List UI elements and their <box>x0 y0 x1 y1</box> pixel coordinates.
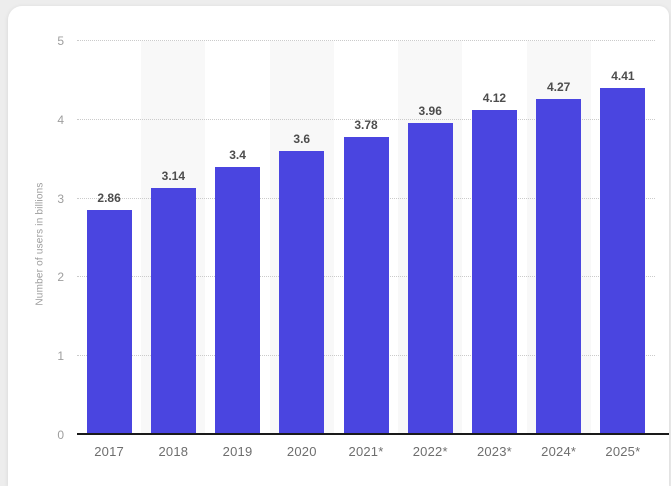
gridline <box>77 118 655 120</box>
x-tick-label: 2019 <box>222 444 253 459</box>
bar-value-label: 3.96 <box>418 103 442 118</box>
bar-value-label: 2.86 <box>97 190 121 205</box>
x-tick-label: 2020 <box>286 444 317 459</box>
bar-2019[interactable] <box>215 167 261 435</box>
y-tick-label: 4 <box>57 112 64 127</box>
y-axis: 0 1 2 3 4 5 <box>8 34 64 442</box>
bar-value-label: 3.6 <box>293 132 311 147</box>
bar-value-label: 3.78 <box>354 118 378 133</box>
x-tick-label: 2023* <box>476 444 512 459</box>
bar-value-label: 4.27 <box>546 79 571 94</box>
bar-value-label: 4.12 <box>482 91 507 106</box>
bar-value-label: 3.4 <box>229 148 246 163</box>
bar-value-label: 4.41 <box>611 68 635 83</box>
bar-2022*[interactable] <box>407 122 453 435</box>
bar-2020[interactable] <box>279 151 325 435</box>
y-tick-label: 1 <box>57 349 64 364</box>
x-axis-line <box>77 433 669 435</box>
bar-2021*[interactable] <box>343 137 389 435</box>
x-tick-label: 2021* <box>348 444 384 459</box>
x-tick-label: 2017 <box>94 444 124 459</box>
x-axis: 2017 2018 2019 2020 2021* 2022* 2023* 2024* 2025… <box>77 444 655 464</box>
y-tick-label: 2 <box>57 270 64 285</box>
bar-2018[interactable] <box>150 187 196 435</box>
x-tick-label: 2018 <box>158 444 189 459</box>
y-tick-label: 3 <box>57 191 64 206</box>
bar-2017[interactable] <box>86 209 132 435</box>
y-tick-label: 5 <box>57 34 64 48</box>
bar-2023*[interactable] <box>471 110 517 435</box>
bar-value-label: 3.14 <box>161 168 185 183</box>
x-tick-label: 2022* <box>412 444 448 459</box>
gridline <box>77 40 655 41</box>
bar-2025*[interactable] <box>600 87 646 435</box>
x-tick-label: 2024* <box>541 444 577 459</box>
x-tick-label: 2025* <box>605 444 641 459</box>
bar-2024*[interactable] <box>536 98 582 435</box>
plot-area: 2.86 3.14 3.4 3.6 3.78 3.96 4.12 4.27 4.41 <box>77 40 655 435</box>
y-tick-label: 0 <box>57 428 64 442</box>
